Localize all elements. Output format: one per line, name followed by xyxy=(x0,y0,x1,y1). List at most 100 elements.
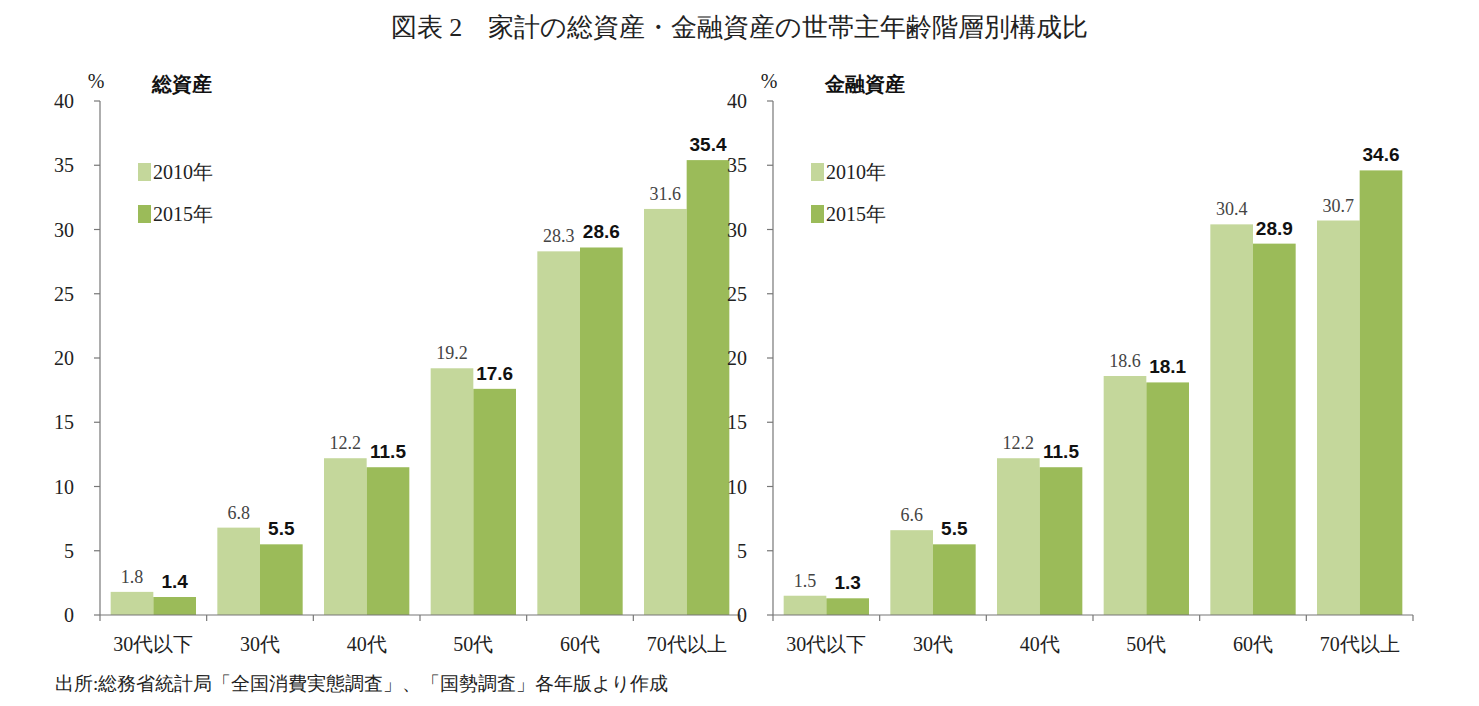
data-label: 31.6 xyxy=(650,184,682,204)
legend: 2010年 2015年 xyxy=(138,161,213,225)
data-label: 28.3 xyxy=(543,226,575,246)
y-tick-label: 25 xyxy=(54,283,74,305)
x-tick-label: 70代以上 xyxy=(647,633,727,655)
bar xyxy=(1104,376,1147,615)
y-tick-label: 35 xyxy=(727,154,747,176)
y-tick xyxy=(94,229,100,230)
figure: 図表 2 家計の総資産・金融資産の世帯主年齢階層別構成比出所:総務省統計局「全国… xyxy=(0,0,1479,706)
y-tick-label: 5 xyxy=(737,540,747,562)
y-tick-label: 30 xyxy=(54,219,74,241)
y-tick xyxy=(94,550,100,551)
y-tick xyxy=(767,165,773,166)
x-tick xyxy=(1199,615,1200,621)
y-tick-label: 10 xyxy=(727,476,747,498)
y-tick xyxy=(767,100,773,101)
data-label: 1.8 xyxy=(121,567,144,587)
data-label: 35.4 xyxy=(690,134,727,155)
data-label: 6.6 xyxy=(900,505,923,525)
bar xyxy=(1040,467,1083,615)
y-axis-label: % xyxy=(761,70,778,92)
data-label: 1.5 xyxy=(794,571,817,591)
x-tick xyxy=(633,615,634,621)
chart-panel: 1.86.812.219.228.331.61.45.511.517.628.6… xyxy=(54,70,740,655)
x-tick-label: 60代 xyxy=(1233,633,1273,655)
data-label: 1.3 xyxy=(834,572,860,593)
bar xyxy=(644,209,687,615)
y-tick xyxy=(767,357,773,358)
data-label: 19.2 xyxy=(436,343,468,363)
chart-panel: 1.56.612.218.630.430.71.35.511.518.128.9… xyxy=(727,70,1413,655)
x-tick-label: 30代以下 xyxy=(786,633,866,655)
bar xyxy=(324,458,367,615)
bar xyxy=(890,530,933,615)
y-tick-label: 20 xyxy=(54,347,74,369)
x-tick-label: 60代 xyxy=(560,633,600,655)
legend-label: 2010年 xyxy=(826,161,886,183)
y-tick-label: 30 xyxy=(727,219,747,241)
bar xyxy=(1146,382,1189,615)
y-axis-label: % xyxy=(88,70,105,92)
bar xyxy=(1253,244,1296,615)
data-label: 18.6 xyxy=(1109,351,1141,371)
y-tick xyxy=(94,165,100,166)
y-tick xyxy=(94,100,100,101)
x-tick xyxy=(1092,615,1093,621)
data-label: 18.1 xyxy=(1149,356,1186,377)
y-tick-label: 20 xyxy=(727,347,747,369)
legend-swatch xyxy=(811,163,824,181)
data-label: 11.5 xyxy=(1043,441,1079,462)
bar xyxy=(784,596,827,615)
legend: 2010年 2015年 xyxy=(811,161,886,225)
x-tick-label: 40代 xyxy=(1020,633,1060,655)
legend-swatch xyxy=(138,205,151,223)
y-tick xyxy=(94,293,100,294)
x-tick xyxy=(206,615,207,621)
bar xyxy=(933,544,976,615)
bar xyxy=(111,592,154,615)
bar xyxy=(1360,170,1403,615)
legend-swatch xyxy=(811,205,824,223)
legend-swatch xyxy=(138,163,151,181)
bar xyxy=(1210,224,1253,615)
x-tick xyxy=(313,615,314,621)
y-tick xyxy=(767,614,773,615)
y-tick-label: 25 xyxy=(727,283,747,305)
legend-label: 2015年 xyxy=(826,203,886,225)
bars xyxy=(784,170,1403,615)
bar xyxy=(1317,221,1360,615)
x-tick-label: 30代 xyxy=(913,633,953,655)
chart-title: 総資産 xyxy=(151,73,212,95)
y-tick-label: 5 xyxy=(64,540,74,562)
y-tick-label: 40 xyxy=(727,90,747,112)
bar xyxy=(431,368,474,615)
source-note: 出所:総務省統計局「全国消費実態調査」、「国勢調査」各年版より作成 xyxy=(55,673,668,694)
data-label: 12.2 xyxy=(1003,433,1035,453)
data-label: 5.5 xyxy=(268,518,295,539)
bar xyxy=(580,247,623,615)
x-tick-label: 50代 xyxy=(453,633,493,655)
legend-label: 2015年 xyxy=(153,203,213,225)
x-tick xyxy=(419,615,420,621)
x-tick-label: 40代 xyxy=(347,633,387,655)
bar xyxy=(687,160,730,615)
y-tick xyxy=(94,422,100,423)
bar xyxy=(153,597,196,615)
x-tick xyxy=(526,615,527,621)
data-label: 30.4 xyxy=(1216,199,1248,219)
x-tick xyxy=(1412,615,1413,621)
x-tick-label: 30代以下 xyxy=(113,633,193,655)
data-label: 30.7 xyxy=(1323,196,1355,216)
bars xyxy=(111,160,730,615)
x-tick-label: 50代 xyxy=(1126,633,1166,655)
bar xyxy=(367,467,410,615)
y-tick-label: 15 xyxy=(727,411,747,433)
data-label: 11.5 xyxy=(370,441,406,462)
y-tick-label: 10 xyxy=(54,476,74,498)
x-tick xyxy=(986,615,987,621)
data-label: 12.2 xyxy=(330,433,362,453)
data-label: 28.9 xyxy=(1256,218,1293,239)
x-tick-label: 70代以上 xyxy=(1320,633,1400,655)
x-tick xyxy=(772,615,773,621)
legend-label: 2010年 xyxy=(153,161,213,183)
data-label: 34.6 xyxy=(1363,144,1400,165)
